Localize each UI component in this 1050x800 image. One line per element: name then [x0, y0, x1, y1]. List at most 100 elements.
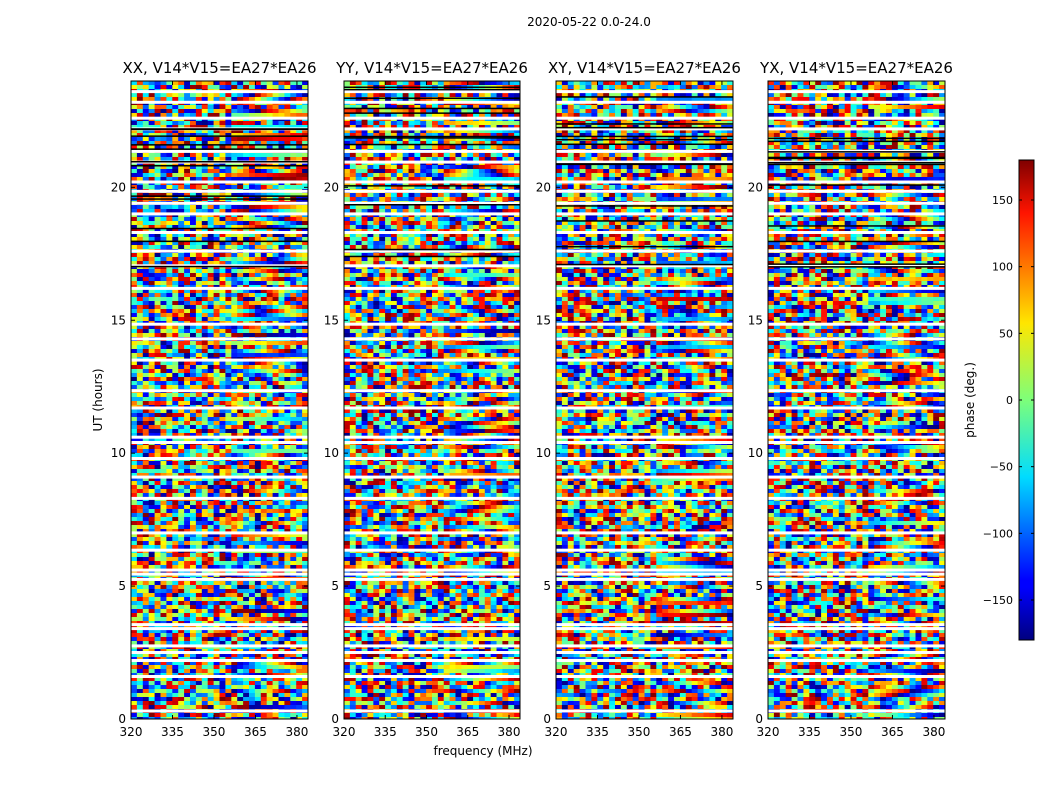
- phase-cell: [166, 533, 173, 537]
- phase-cell: [190, 665, 197, 669]
- phase-cell: [219, 593, 226, 597]
- phase-cell: [207, 417, 214, 421]
- phase-cell: [213, 313, 220, 317]
- phase-cell: [249, 589, 256, 593]
- phase-cell: [160, 205, 167, 209]
- phase-cell: [237, 113, 244, 117]
- phase-cell: [278, 277, 285, 281]
- phase-cell: [166, 397, 173, 401]
- phase-cell: [178, 509, 185, 513]
- phase-cell: [272, 617, 279, 621]
- phase-cell: [266, 221, 273, 225]
- phase-cell: [190, 637, 197, 641]
- phase-cell: [207, 617, 214, 621]
- phase-cell: [142, 509, 150, 513]
- phase-cell: [219, 401, 226, 405]
- phase-cell: [237, 585, 244, 589]
- phase-cell: [260, 237, 268, 241]
- x-tick-label: 335: [161, 725, 184, 739]
- phase-cell: [131, 413, 138, 417]
- phase-cell: [178, 445, 185, 449]
- phase-cell: [296, 349, 303, 353]
- phase-cell: [166, 137, 173, 141]
- phase-cell: [290, 393, 297, 397]
- phase-cell: [148, 385, 155, 389]
- phase-cell: [172, 493, 179, 497]
- phase-cell: [142, 341, 150, 345]
- phase-cell: [225, 93, 232, 97]
- phase-cell: [243, 209, 250, 213]
- phase-cell: [284, 585, 291, 589]
- phase-cell: [225, 669, 232, 673]
- phase-cell: [154, 613, 161, 617]
- phase-cell: [166, 661, 173, 665]
- phase-cell: [266, 521, 273, 525]
- phase-cell: [160, 553, 167, 557]
- phase-cell: [278, 209, 285, 213]
- phase-cell: [207, 597, 214, 601]
- phase-cell: [249, 509, 256, 513]
- phase-cell: [243, 717, 250, 719]
- phase-cell: [201, 485, 209, 489]
- phase-cell: [142, 409, 150, 413]
- phase-cell: [290, 381, 297, 385]
- phase-cell: [207, 129, 214, 133]
- phase-cell: [249, 93, 256, 97]
- phase-cell: [166, 309, 173, 313]
- phase-cell: [266, 637, 273, 641]
- phase-cell: [178, 689, 185, 693]
- phase-cell: [213, 545, 220, 549]
- phase-cell: [136, 381, 144, 385]
- phase-cell: [266, 717, 273, 719]
- phase-cell: [272, 345, 279, 349]
- flagged-row: [131, 548, 308, 552]
- phase-cell: [219, 341, 226, 345]
- phase-cell: [172, 689, 179, 693]
- phase-cell: [225, 621, 232, 625]
- phase-cell: [166, 501, 173, 505]
- phase-cell: [172, 241, 179, 245]
- phase-cell: [131, 133, 138, 137]
- phase-cell: [201, 585, 209, 589]
- phase-cell: [243, 565, 250, 569]
- phase-cell: [231, 453, 238, 457]
- phase-cell: [278, 613, 285, 617]
- phase-cell: [190, 397, 197, 401]
- phase-cell: [160, 641, 167, 645]
- phase-cell: [154, 665, 161, 669]
- phase-cell: [302, 269, 309, 273]
- phase-cell: [160, 325, 167, 329]
- phase-cell: [237, 601, 244, 605]
- phase-cell: [249, 701, 256, 705]
- phase-cell: [178, 561, 185, 565]
- phase-cell: [272, 449, 279, 453]
- phase-cell: [142, 413, 150, 417]
- phase-cell: [254, 261, 262, 265]
- phase-cell: [237, 641, 244, 645]
- phase-cell: [219, 329, 226, 333]
- phase-cell: [278, 421, 285, 425]
- phase-cell: [219, 689, 226, 693]
- phase-cell: [166, 505, 173, 509]
- phase-cell: [178, 141, 185, 145]
- phase-cell: [154, 273, 161, 277]
- phase-cell: [219, 417, 226, 421]
- phase-cell: [231, 693, 238, 697]
- phase-cell: [190, 93, 197, 97]
- phase-cell: [302, 585, 309, 589]
- phase-cell: [237, 369, 244, 373]
- phase-cell: [290, 245, 297, 249]
- phase-cell: [148, 333, 155, 337]
- phase-cell: [231, 409, 238, 413]
- phase-cell: [290, 541, 297, 545]
- phase-cell: [201, 565, 209, 569]
- phase-cell: [284, 169, 291, 173]
- phase-cell: [160, 353, 167, 357]
- phase-cell: [219, 301, 226, 305]
- phase-cell: [178, 465, 185, 469]
- phase-cell: [284, 129, 291, 133]
- phase-cell: [148, 641, 155, 645]
- phase-cell: [148, 433, 155, 437]
- phase-cell: [290, 689, 297, 693]
- phase-cell: [260, 401, 268, 405]
